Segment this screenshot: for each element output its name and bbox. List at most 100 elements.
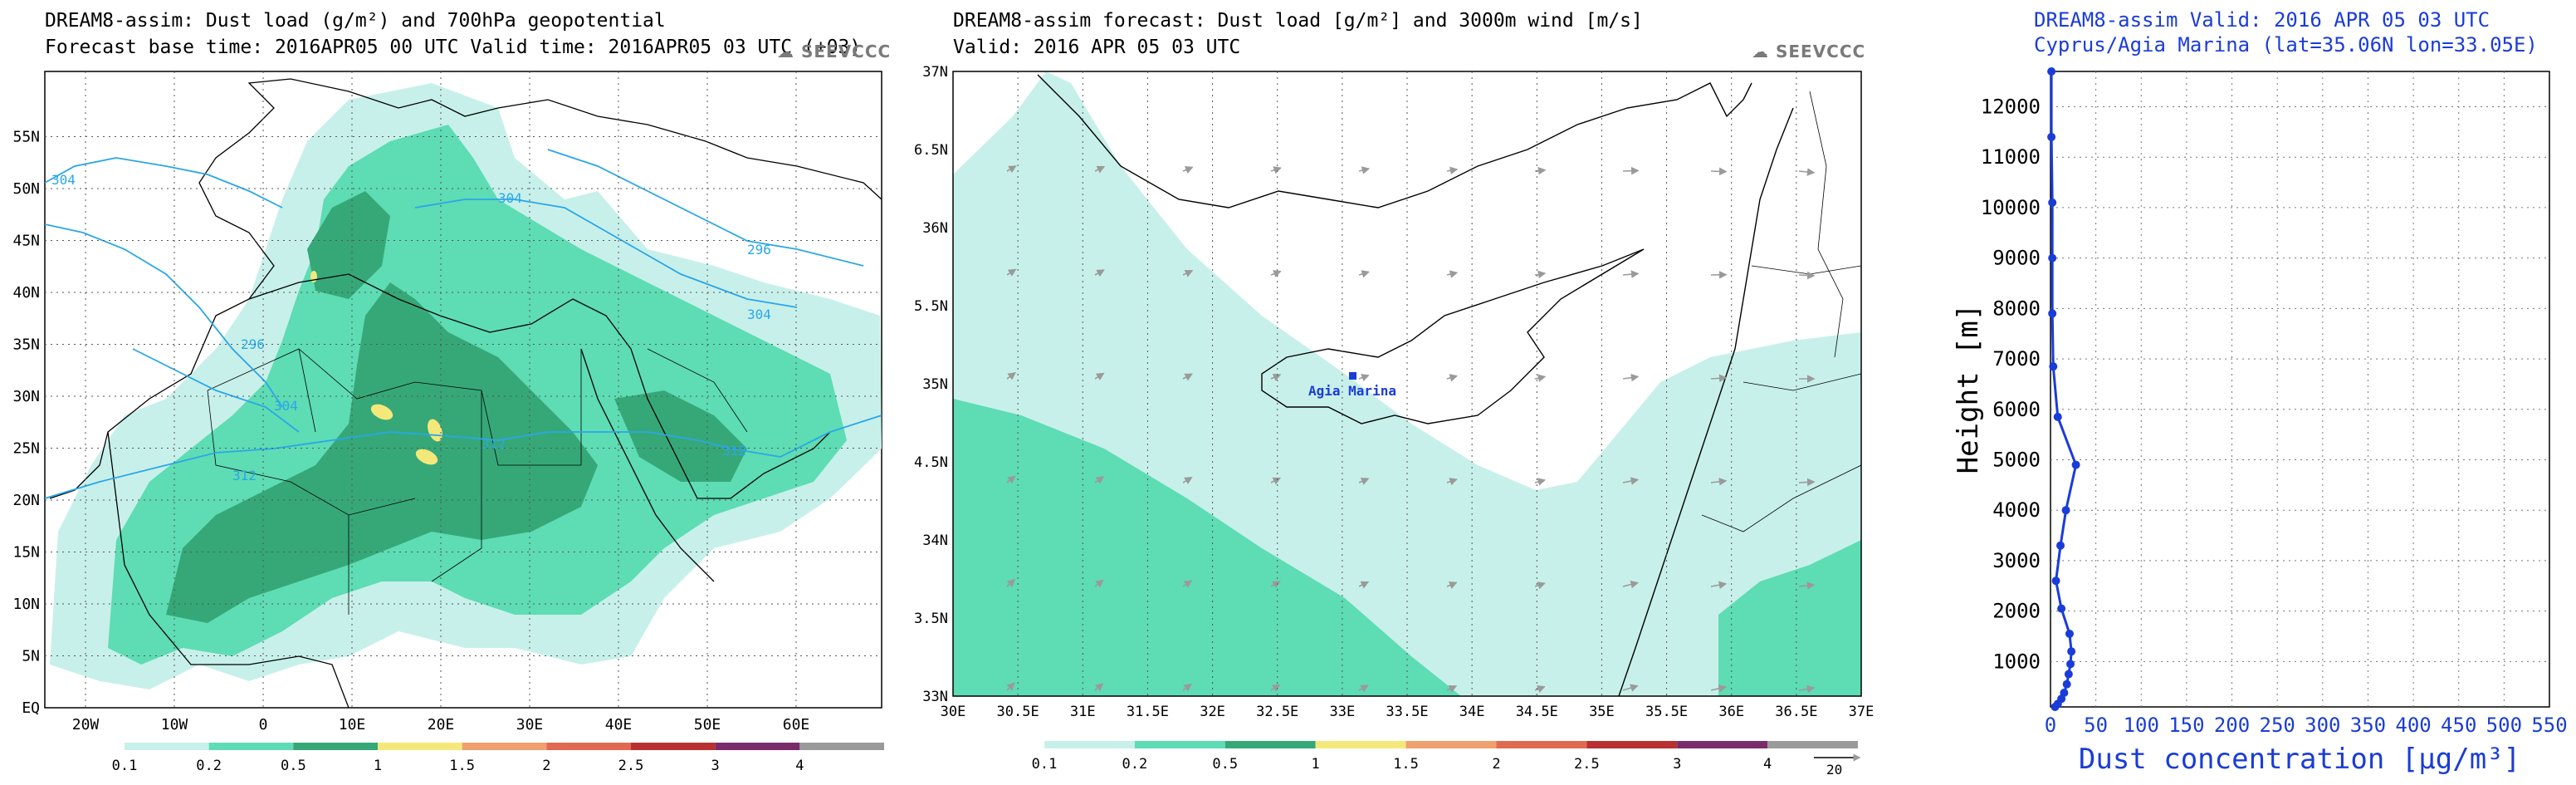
wind-arrow (1710, 684, 1728, 693)
panel-cyprus-map: DREAM8-assim forecast: Dust load [g/m²] … (913, 0, 1876, 785)
wind-arrow (1006, 682, 1015, 691)
map1-dust-level-1-c (415, 449, 438, 465)
profile-svg: 0 50 100 150 200 250 300 350 400 450 500 550 1000 20… (1952, 67, 2568, 776)
wind-arrow (1182, 373, 1194, 381)
wind-arrow (1534, 581, 1546, 590)
map1-x-tick: 10W (161, 716, 188, 733)
map1-colorbar-segment (715, 743, 800, 750)
wind-arrow (1710, 478, 1728, 486)
wind-arrow (1534, 374, 1547, 382)
wind-arrow (1006, 268, 1017, 277)
wind-arrow (1182, 580, 1193, 588)
map2-x-tick: 35.5E (1645, 704, 1688, 720)
map1-svg: 304 304 296 296 304 304 312 312 312 20W 1… (12, 71, 884, 774)
wind-arrow (1182, 683, 1192, 692)
map1-contour-label: 312 (481, 436, 506, 452)
wind-arrow (1006, 578, 1016, 587)
profile-y-tick: 6000 (1992, 398, 2041, 421)
map2-x-tick: 35E (1589, 704, 1615, 720)
wind-arrow (1006, 475, 1016, 484)
map2-x-tick: 34E (1459, 704, 1485, 720)
map1-x-tick: 50E (694, 716, 721, 733)
map1-colorbar-label: 4 (795, 758, 804, 774)
map1-colorbar-label: 2.5 (618, 758, 644, 774)
map2-x-tick: 31.5E (1127, 704, 1169, 720)
profile-data-point (2048, 253, 2057, 262)
profile-title-line1: DREAM8-assim Valid: 2016 APR 05 03 UTC (2034, 8, 2490, 32)
profile-data-point (2065, 629, 2074, 638)
profile-data-point (2047, 67, 2056, 76)
station-label: Agia Marina (1308, 383, 1396, 399)
wind-arrow (1094, 269, 1105, 277)
cloud-icon: ☁ (777, 42, 794, 61)
profile-data-point (2056, 541, 2065, 550)
map1-x-tick: 0 (259, 716, 268, 733)
map1-red-sea (580, 348, 715, 582)
map1-colorbar-segment (378, 743, 462, 750)
map1-colorbar-segment (208, 743, 294, 750)
wind-arrow (1622, 373, 1640, 382)
profile-data-point (2067, 647, 2076, 656)
map1-x-tick: 60E (783, 716, 810, 733)
profile-y-tick: 3000 (1992, 549, 2041, 572)
profile-data-point (2066, 660, 2075, 669)
profile-data-point (2064, 670, 2073, 679)
map1-y-tick: 30N (12, 388, 40, 405)
map1-contour-label: 312 (232, 468, 257, 483)
map1-colorbar-segment (799, 743, 884, 750)
map2-y-tick: 36.5N (913, 142, 948, 159)
map1-contour-label: 296 (747, 242, 771, 258)
map1-y-tick: 15N (12, 544, 40, 562)
map1-x-tick: 20W (72, 716, 100, 733)
map2-y-tick: 35.5N (913, 298, 948, 315)
map1-contour-304-east (414, 199, 798, 308)
map1-contour-296-west (45, 223, 283, 408)
map1-y-tick: 40N (12, 284, 40, 302)
map1-colorbar-label: 2 (542, 758, 550, 774)
wind-arrow (1358, 684, 1369, 693)
wind-arrow (1622, 684, 1639, 692)
cloud-icon: ☁ (1752, 42, 1769, 61)
map1-colorbar-label: 0.5 (281, 758, 306, 774)
profile-y-tick: 1000 (1992, 650, 2041, 673)
map1-y-tick: EQ (22, 699, 40, 717)
map1-borders (207, 348, 748, 615)
wind-arrow (1446, 581, 1458, 589)
map2-x-tick: 30E (941, 704, 966, 720)
profile-y-tick: 7000 (1992, 347, 2041, 370)
profile-y-tick: 8000 (1992, 297, 2041, 320)
map2-colorbar-segment (1315, 741, 1406, 748)
map1-x-tick: 40E (605, 716, 633, 733)
wind-arrow (1006, 372, 1017, 380)
map2-colorbar-label: 2.5 (1574, 756, 1600, 773)
profile-y-tick: 10000 (1981, 196, 2041, 219)
profile-title-line2: Cyprus/Agia Marina (lat=35.06N lon=33.05… (2034, 33, 2538, 56)
profile-x-tick: 300 (2305, 714, 2340, 737)
profile-data-point (2051, 576, 2060, 586)
map1-colorbar-segment (462, 743, 547, 750)
map2-colorbar-segment (1044, 741, 1135, 748)
map1-logo-text: SEEVCCC (800, 42, 892, 61)
wind-arrow (1446, 166, 1459, 175)
map2-dust-level-0.2-southwest (953, 399, 1461, 696)
map2-title-line1: DREAM8-assim forecast: Dust load [g/m²] … (953, 10, 1643, 32)
map1-y-tick: 10N (12, 596, 40, 613)
profile-data-point (2061, 506, 2070, 515)
wind-arrow (1710, 167, 1728, 176)
wind-arrow (1182, 166, 1194, 174)
profile-x-tick: 400 (2395, 714, 2431, 737)
wind-arrow (1622, 580, 1640, 589)
wind-arrow (1182, 269, 1194, 277)
profile-x-tick: 150 (2168, 714, 2204, 737)
map1-colorbar-label: 3 (711, 758, 720, 774)
station-marker (1349, 372, 1356, 380)
wind-arrow (1358, 581, 1370, 589)
wind-arrow (1534, 685, 1546, 694)
map1-title-line1: DREAM8-assim: Dust load (g/m²) and 700hP… (45, 10, 666, 32)
map2-colorbar-label: 4 (1763, 756, 1772, 773)
map2-y-tick: 36N (922, 220, 948, 237)
map1-colorbar-segment (125, 743, 209, 750)
profile-data-point (2048, 309, 2057, 318)
profile-y-tick: 2000 (1992, 600, 2041, 623)
profile-data-point (2051, 703, 2060, 711)
